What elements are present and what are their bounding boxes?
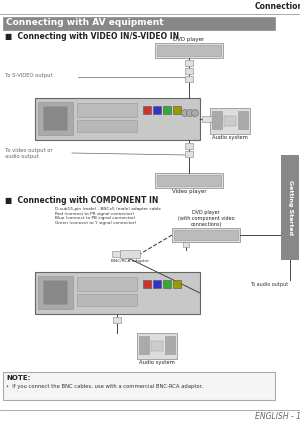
Bar — [43, 280, 67, 304]
Bar — [77, 294, 137, 306]
Circle shape — [182, 110, 188, 116]
Bar — [112, 251, 120, 257]
Bar — [139, 336, 149, 354]
Bar — [238, 111, 248, 129]
Bar — [3, 17, 275, 30]
Text: NOTE:: NOTE: — [6, 375, 30, 381]
Bar — [38, 102, 73, 135]
Text: Audio system: Audio system — [139, 360, 175, 365]
Bar — [173, 106, 181, 114]
Bar — [137, 333, 177, 359]
Text: To audio output: To audio output — [250, 282, 288, 287]
Bar — [77, 103, 137, 117]
Text: Connecting with AV equipment: Connecting with AV equipment — [6, 18, 164, 27]
Bar — [174, 230, 238, 240]
Bar — [153, 280, 161, 288]
Text: •  If you connect the BNC cables, use with a commercial BNC-RCA adaptor.: • If you connect the BNC cables, use wit… — [6, 384, 203, 389]
Circle shape — [187, 110, 194, 116]
Bar — [212, 111, 222, 129]
Text: Video player: Video player — [172, 189, 206, 194]
Bar — [77, 120, 137, 132]
Bar — [151, 341, 163, 351]
Bar — [35, 272, 200, 314]
Bar — [157, 175, 221, 186]
Bar — [185, 76, 193, 82]
Bar — [183, 242, 189, 247]
Text: Green (connect to Y signal connector): Green (connect to Y signal connector) — [55, 221, 136, 224]
Bar — [172, 228, 240, 242]
Text: Red (connect to PR signal connector): Red (connect to PR signal connector) — [55, 212, 134, 215]
Text: To S-VIDEO output: To S-VIDEO output — [5, 73, 52, 78]
Bar — [35, 98, 200, 140]
Text: Getting Started: Getting Started — [287, 179, 292, 235]
Bar — [153, 106, 161, 114]
Text: BNC/RCA adapter: BNC/RCA adapter — [111, 259, 149, 263]
Text: ■  Connecting with VIDEO IN/S-VIDEO IN: ■ Connecting with VIDEO IN/S-VIDEO IN — [5, 32, 179, 41]
Bar — [210, 108, 250, 134]
Bar — [43, 106, 67, 130]
Bar — [163, 280, 171, 288]
Text: D-sub15-pin (male) - BNCx5 (male) adapter cable: D-sub15-pin (male) - BNCx5 (male) adapte… — [55, 207, 161, 211]
Text: DVD player: DVD player — [173, 37, 205, 42]
Text: ENGLISH - 19: ENGLISH - 19 — [255, 412, 300, 421]
Text: Audio system: Audio system — [212, 135, 248, 140]
Text: ■  Connecting with COMPONENT IN: ■ Connecting with COMPONENT IN — [5, 196, 158, 205]
Bar — [224, 116, 236, 126]
Text: Connections: Connections — [255, 2, 300, 11]
Bar — [3, 372, 275, 400]
Bar — [185, 68, 193, 74]
Text: DVD player
(with component video
connections): DVD player (with component video connect… — [178, 210, 234, 227]
Bar — [155, 43, 223, 58]
Text: To video output or
audio output: To video output or audio output — [5, 148, 52, 159]
Circle shape — [191, 110, 199, 116]
Bar — [155, 173, 223, 188]
Bar — [281, 155, 299, 260]
Bar — [173, 280, 181, 288]
Bar — [202, 116, 212, 122]
Bar — [157, 45, 221, 56]
Bar — [38, 276, 73, 309]
Bar — [113, 317, 121, 323]
Text: Blue (connect to PB signal connector): Blue (connect to PB signal connector) — [55, 216, 135, 220]
Bar — [185, 60, 193, 66]
Bar — [185, 151, 193, 157]
Bar — [143, 106, 151, 114]
Bar — [77, 277, 137, 291]
Bar — [120, 250, 140, 258]
Bar — [165, 336, 175, 354]
Bar — [163, 106, 171, 114]
Bar — [143, 280, 151, 288]
Bar — [185, 143, 193, 149]
